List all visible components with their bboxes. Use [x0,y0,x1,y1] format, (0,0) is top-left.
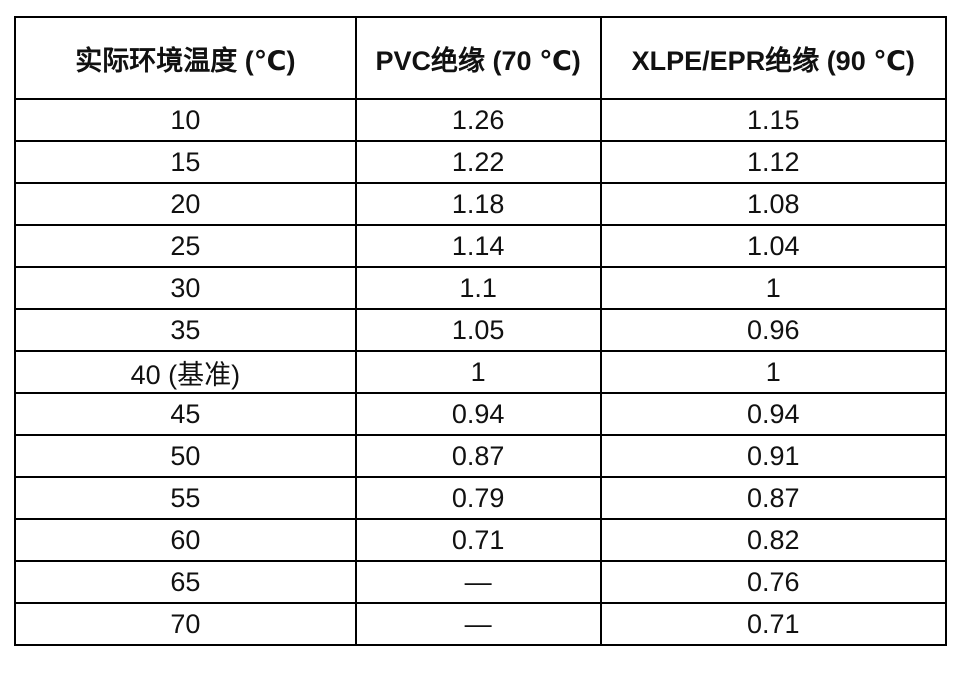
table-container: 实际环境温度 (℃) PVC绝缘 (70 ℃) XLPE/EPR绝缘 (90 ℃) … [14,16,948,646]
factor-cell: 1.12 [599,140,948,184]
factor-cell: 0.94 [599,392,948,436]
factor-cell: 0.91 [599,434,948,478]
table-row: 15 1.22 1.12 [14,140,948,184]
factor-cell: 1.08 [599,182,948,226]
factor-cell: 0.94 [354,392,602,436]
temperature-cell: 30 [14,266,357,310]
temperature-cell: 15 [14,140,357,184]
factor-cell: 0.87 [599,476,948,520]
temperature-cell: 10 [14,98,357,142]
temperature-cell: 35 [14,308,357,352]
table-row: 65—0.76 [14,560,948,604]
temperature-cell: 25 [14,224,357,268]
factor-cell: 0.71 [599,602,948,646]
table-row: 10 1.26 1.15 [14,98,948,142]
factor-cell: 1.05 [354,308,602,352]
factor-cell: 0.79 [354,476,602,520]
factor-cell: 0.71 [354,518,602,562]
table-row: 70—0.71 [14,602,948,646]
factor-cell: 1.22 [354,140,602,184]
factor-cell: 1.14 [354,224,602,268]
table-row: 40 (基准) 1 1 [14,350,948,394]
table-row: 60 0.71 0.82 [14,518,948,562]
factor-cell: 1 [599,350,948,394]
column-header: 实际环境温度 (℃) [14,16,357,100]
column-header: PVC绝缘 (70 ℃) [354,16,602,100]
factor-cell: 1 [599,266,948,310]
temperature-cell: 45 [14,392,357,436]
factor-cell: 0.96 [599,308,948,352]
factor-cell: — [354,602,602,646]
table-row: 25 1.14 1.04 [14,224,948,268]
temperature-correction-table: 实际环境温度 (℃) PVC绝缘 (70 ℃) XLPE/EPR绝缘 (90 ℃) … [14,16,948,646]
table-row: 35 1.05 0.96 [14,308,948,352]
factor-cell: 0.82 [599,518,948,562]
table-row: 20 1.18 1.08 [14,182,948,226]
factor-cell: — [354,560,602,604]
temperature-cell: 70 [14,602,357,646]
temperature-cell: 20 [14,182,357,226]
table-body: 10 1.26 1.15 15 1.22 1.12 20 1.18 1.08 25 1.14 1.04… [14,98,948,646]
factor-cell: 1 [354,350,602,394]
table-row: 55 0.79 0.87 [14,476,948,520]
header-row: 实际环境温度 (℃) PVC绝缘 (70 ℃) XLPE/EPR绝缘 (90 ℃) [14,16,948,100]
factor-cell: 1.04 [599,224,948,268]
table-row: 30 1.1 1 [14,266,948,310]
factor-cell: 0.76 [599,560,948,604]
table-row: 50 0.87 0.91 [14,434,948,478]
factor-cell: 1.15 [599,98,948,142]
factor-cell: 1.1 [354,266,602,310]
temperature-cell: 55 [14,476,357,520]
temperature-cell: 65 [14,560,357,604]
factor-cell: 0.87 [354,434,602,478]
temperature-cell: 60 [14,518,357,562]
temperature-cell: 50 [14,434,357,478]
factor-cell: 1.26 [354,98,602,142]
factor-cell: 1.18 [354,182,602,226]
temperature-cell: 40 (基准) [14,350,357,394]
column-header: XLPE/EPR绝缘 (90 ℃) [599,16,948,100]
table-row: 45 0.94 0.94 [14,392,948,436]
